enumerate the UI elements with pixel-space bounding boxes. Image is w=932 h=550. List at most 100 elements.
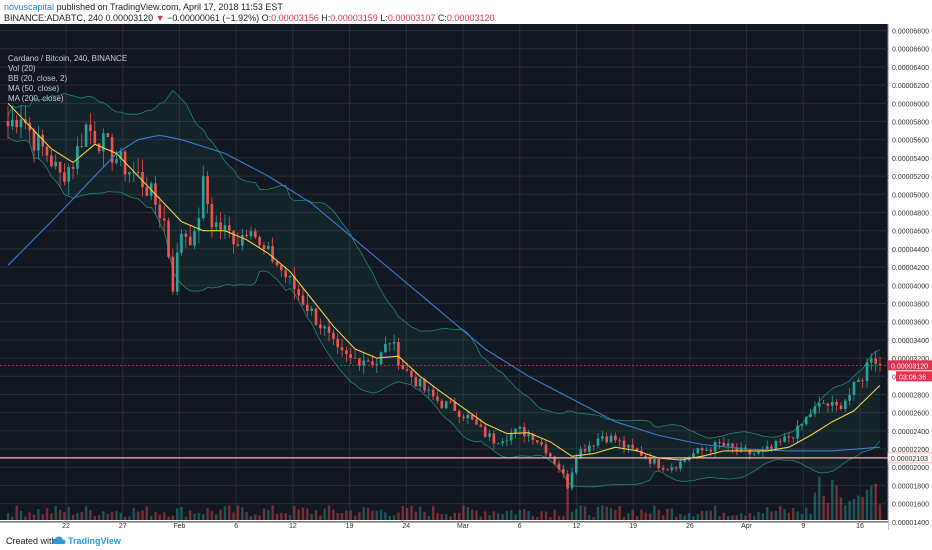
candle-body <box>414 377 418 387</box>
volume-bar <box>761 513 765 520</box>
x-tick-label: 19 <box>346 523 354 530</box>
candle-body <box>718 442 721 443</box>
candle-body <box>800 424 804 426</box>
candle-body <box>739 447 743 451</box>
x-tick-label: Apr <box>741 523 753 530</box>
volume-bar <box>440 514 443 520</box>
volume-bar <box>197 512 201 520</box>
low-value: 0.00003107 <box>387 13 436 23</box>
candle-body <box>50 155 53 167</box>
volume-bar <box>705 510 708 520</box>
volume-bar <box>722 512 725 520</box>
candle-body <box>475 419 478 425</box>
volume-bar <box>644 512 647 520</box>
candle-body <box>705 449 708 451</box>
candle-body <box>375 364 379 366</box>
volume-bar <box>648 513 652 520</box>
cloud-logo-icon <box>52 536 66 544</box>
y-tick-label: 0.00004000 <box>892 283 929 290</box>
candle-body <box>870 358 873 363</box>
candle-body <box>622 440 626 448</box>
volume-bar <box>232 512 235 520</box>
volume-bar <box>254 514 257 520</box>
volume-bar <box>223 506 227 520</box>
publisher-link[interactable]: novuscapital <box>4 2 55 12</box>
candle-body <box>566 473 569 489</box>
bollinger-lower <box>7 136 881 488</box>
tradingview-brand[interactable]: TradingView <box>68 536 121 546</box>
candle-body <box>470 414 474 420</box>
volume-bar <box>345 510 348 520</box>
candle-body <box>167 220 170 257</box>
x-tick-label: 6 <box>234 523 238 530</box>
volume-bar <box>696 513 699 520</box>
volume-bar <box>405 508 409 520</box>
volume-bar <box>766 507 769 520</box>
candle-body <box>54 161 57 167</box>
y-tick-label: 0.00004400 <box>892 247 929 254</box>
volume-bar <box>592 517 595 520</box>
open-label: O: <box>261 13 272 23</box>
chart-area[interactable]: 0.00006800 0.00006600 0.00006400 0.00006200… <box>0 24 932 530</box>
volume-bar <box>150 515 153 520</box>
candle-body <box>310 308 313 311</box>
candle-body <box>588 445 591 452</box>
candle-body <box>557 463 561 470</box>
candle-body <box>93 131 97 144</box>
candle-body <box>366 360 370 362</box>
volume-bar <box>536 517 539 520</box>
candle-body <box>865 362 869 381</box>
candle-body <box>831 401 834 406</box>
candle-body <box>180 233 183 253</box>
candle-body <box>661 468 665 470</box>
volume-bar <box>45 508 49 520</box>
volume-bar <box>288 515 292 520</box>
candle-body <box>666 469 669 471</box>
volume-bar <box>280 512 283 520</box>
x-tick-label: 16 <box>856 523 864 530</box>
y-tick-label: 0.00004600 <box>892 229 929 236</box>
legend-title: Cardano / Bitcoin, 240, BINANCE <box>8 54 128 63</box>
volume-bar <box>236 505 240 520</box>
volume-bar <box>653 505 656 520</box>
volume-bar <box>544 511 548 520</box>
candle-body <box>696 448 700 454</box>
volume-bar <box>310 513 313 520</box>
ma200-line <box>7 134 881 452</box>
candle-body <box>453 401 457 411</box>
volume-bar <box>410 505 413 520</box>
volume-bar <box>189 510 192 520</box>
chart-legend: Cardano / Bitcoin, 240, BINANCE Vol (20)… <box>8 54 127 104</box>
candle-body <box>340 347 344 351</box>
candle-body <box>15 119 18 128</box>
volume-bar <box>735 515 738 520</box>
y-tick-label: 0.00003800 <box>892 301 929 308</box>
candle-body <box>592 445 595 447</box>
legend-item-vol[interactable]: Vol (20) <box>8 64 36 73</box>
legend-item-bb[interactable]: BB (20, close, 2) <box>8 74 68 83</box>
candle-body <box>826 403 830 406</box>
candle-body <box>848 394 851 401</box>
candle-body <box>345 350 348 355</box>
volume-bar <box>878 504 882 520</box>
candle-body <box>210 204 214 228</box>
close-label: C: <box>437 13 447 23</box>
candle-body <box>562 469 565 474</box>
legend-item-ma200[interactable]: MA (200, close) <box>8 94 64 103</box>
y-tick-label: 0.00002200 <box>892 447 929 454</box>
volume-bar <box>518 510 522 520</box>
volume-bar <box>93 516 96 520</box>
legend-item-ma50[interactable]: MA (50, close) <box>8 84 60 93</box>
volume-bar <box>193 513 196 520</box>
volume-bar <box>89 510 92 520</box>
volume-bar <box>809 513 812 520</box>
volume-bar <box>154 512 157 520</box>
volume-bar <box>54 506 57 520</box>
candle-body <box>822 403 825 404</box>
volume-bar <box>670 508 673 520</box>
volume-bar <box>779 506 782 520</box>
volume-bar <box>774 510 778 520</box>
candlestick-chart[interactable]: 0.00006800 0.00006600 0.00006400 0.00006200… <box>0 24 932 530</box>
candle-body <box>358 358 361 366</box>
candle-body <box>878 363 882 365</box>
